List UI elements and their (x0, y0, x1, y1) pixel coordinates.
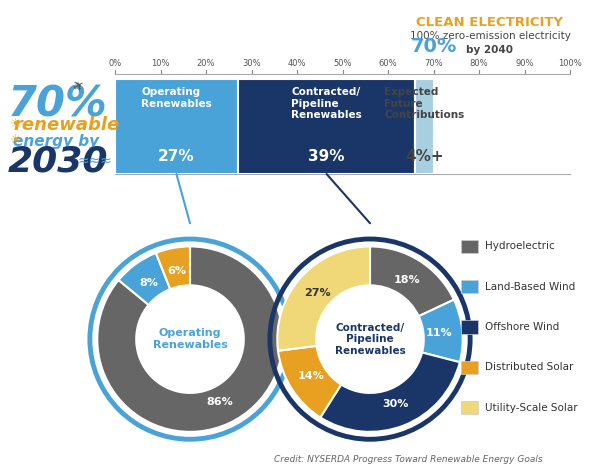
Text: renewable: renewable (13, 116, 119, 134)
Text: 2030: 2030 (8, 144, 109, 178)
Text: ≈≈≈: ≈≈≈ (78, 154, 113, 168)
Text: 39%: 39% (308, 149, 345, 164)
Text: 27%: 27% (158, 149, 195, 164)
Text: Offshore Wind: Offshore Wind (485, 322, 559, 332)
Text: 14%: 14% (298, 372, 325, 382)
Text: 11%: 11% (426, 328, 453, 337)
Text: 30%: 30% (382, 399, 409, 409)
Bar (115, 79, 238, 174)
Text: energy by: energy by (13, 134, 99, 148)
Text: 70%: 70% (8, 83, 108, 125)
Bar (238, 79, 415, 174)
Text: 0%: 0% (109, 59, 121, 68)
Text: Expected
Future
Contributions: Expected Future Contributions (384, 87, 465, 120)
Text: Credit: NYSERDA Progress Toward Renewable Energy Goals: Credit: NYSERDA Progress Toward Renewabl… (274, 455, 543, 464)
Text: 50%: 50% (333, 59, 352, 68)
Text: Operating
Renewables: Operating Renewables (141, 87, 212, 109)
Wedge shape (320, 353, 460, 432)
Wedge shape (156, 246, 190, 289)
Text: 20%: 20% (197, 59, 215, 68)
Text: CLEAN ELECTRICITY: CLEAN ELECTRICITY (417, 16, 564, 28)
Text: Land-Based Wind: Land-Based Wind (485, 282, 575, 292)
Text: 30%: 30% (242, 59, 261, 68)
Text: 10%: 10% (151, 59, 170, 68)
Text: 6%: 6% (168, 266, 187, 276)
Text: Distributed Solar: Distributed Solar (485, 362, 573, 373)
Wedge shape (278, 246, 370, 351)
Wedge shape (418, 300, 463, 362)
Text: 86%: 86% (206, 397, 233, 407)
Text: Contracted/
Pipeline
Renewables: Contracted/ Pipeline Renewables (335, 322, 406, 356)
Text: Operating
Renewables: Operating Renewables (152, 328, 228, 350)
Text: 18%: 18% (394, 275, 420, 285)
Text: Utility-Scale Solar: Utility-Scale Solar (485, 402, 578, 413)
Text: 27%: 27% (304, 288, 331, 298)
Text: 100% zero-emission electricity: 100% zero-emission electricity (409, 31, 570, 41)
Text: 80%: 80% (470, 59, 489, 68)
Text: 100%: 100% (558, 59, 582, 68)
Text: 70%: 70% (424, 59, 443, 68)
Wedge shape (370, 246, 454, 316)
Text: Hydroelectric: Hydroelectric (485, 241, 554, 252)
Text: by 2040: by 2040 (467, 45, 514, 55)
Text: 60%: 60% (379, 59, 397, 68)
Text: ☀: ☀ (10, 118, 21, 131)
Wedge shape (278, 346, 341, 418)
Text: 40%: 40% (288, 59, 306, 68)
Text: 4%+: 4%+ (405, 149, 443, 164)
Bar (415, 79, 434, 174)
Text: Contracted/
Pipeline
Renewables: Contracted/ Pipeline Renewables (291, 87, 362, 120)
Text: 70%: 70% (411, 37, 457, 56)
Text: 90%: 90% (515, 59, 534, 68)
Text: 8%: 8% (140, 278, 159, 288)
Text: ✈: ✈ (70, 77, 87, 95)
Text: ☀: ☀ (10, 135, 21, 147)
Wedge shape (97, 246, 282, 432)
Wedge shape (118, 253, 170, 305)
